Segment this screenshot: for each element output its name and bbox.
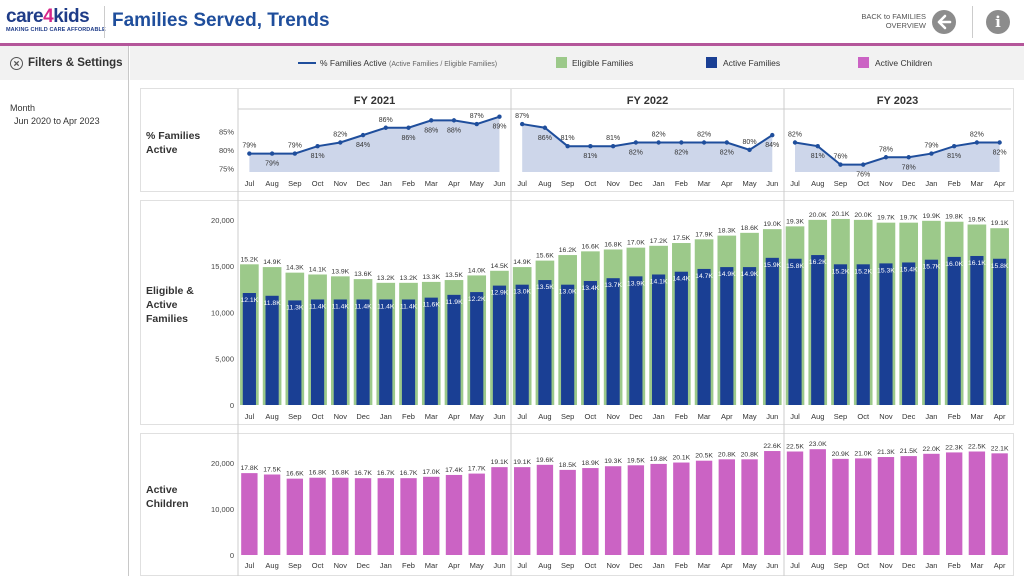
legend-pct-families-active[interactable]: % Families Active (Active Families / Eli… <box>320 58 498 68</box>
header: care4kids MAKING CHILD CARE AFFORDABLE F… <box>0 0 1024 46</box>
arrow-left-icon <box>932 10 956 34</box>
back-button-label: BACK to FAMILIES OVERVIEW <box>861 12 926 30</box>
info-icon[interactable]: i <box>986 10 1010 34</box>
logo-tagline: MAKING CHILD CARE AFFORDABLE <box>6 27 106 33</box>
close-circle-icon <box>10 57 23 70</box>
legend-eligible-families[interactable]: Eligible Families <box>572 58 634 68</box>
chart-legend: % Families Active (Active Families / Eli… <box>130 46 1024 80</box>
header-divider <box>104 6 105 38</box>
legend-line-swatch <box>298 62 316 64</box>
header-accent-bar <box>0 43 1024 46</box>
legend-eligible-swatch <box>556 57 567 68</box>
filters-settings-toggle[interactable]: Filters & Settings <box>0 46 128 80</box>
header-divider-right <box>972 6 973 38</box>
legend-active-families[interactable]: Active Families <box>723 58 781 68</box>
pct-active-panel <box>140 88 1014 192</box>
legend-active-swatch <box>706 57 717 68</box>
month-filter-value[interactable]: Jun 2020 to Apr 2023 <box>14 116 100 126</box>
filters-settings-label: Filters & Settings <box>28 57 123 69</box>
care4kids-logo[interactable]: care4kids MAKING CHILD CARE AFFORDABLE <box>6 6 106 38</box>
month-filter-label: Month <box>10 103 36 113</box>
legend-children-swatch <box>858 57 869 68</box>
legend-active-children[interactable]: Active Children <box>875 58 933 68</box>
sidebar: Filters & Settings Month Jun 2020 to Apr… <box>0 46 129 576</box>
families-panel <box>140 200 1014 425</box>
back-to-families-overview-button[interactable]: BACK to FAMILIES OVERVIEW <box>850 10 960 36</box>
children-panel <box>140 433 1014 576</box>
page-title: Families Served, Trends <box>112 10 330 31</box>
logo-wordmark: care4kids <box>6 6 90 27</box>
